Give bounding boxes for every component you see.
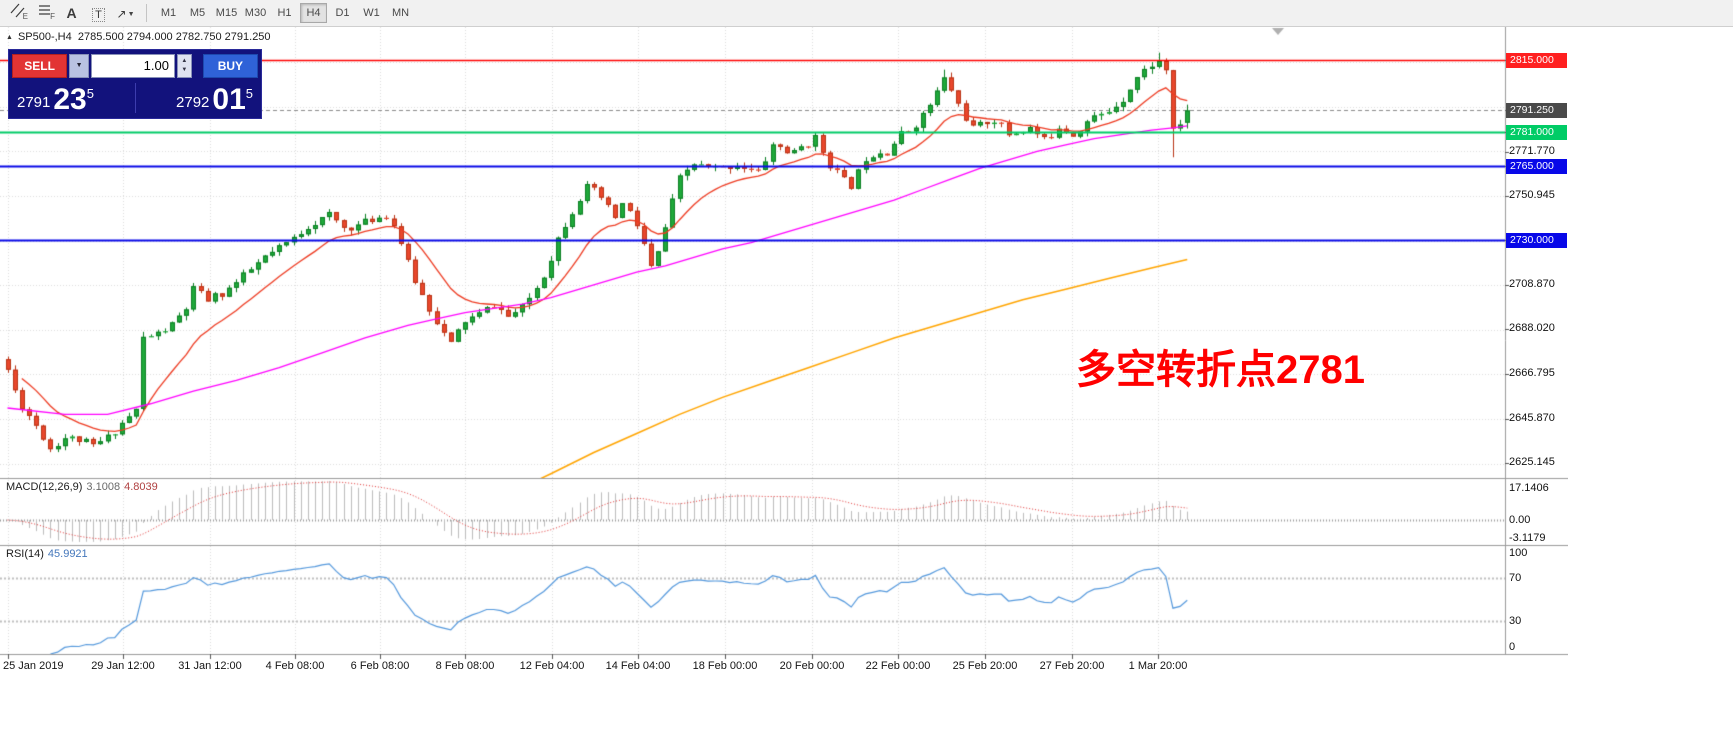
macd-name: MACD(12,26,9) xyxy=(6,481,83,493)
fibonacci-icon[interactable]: F xyxy=(31,0,58,22)
one-click-collapse-icon[interactable]: ▲ xyxy=(6,33,13,41)
toolbar: E F A T ↗ ▼ M1 M5 M15 M30 H1 H4 D1 W1 MN xyxy=(0,0,1733,27)
symbol-ohlc-text: SP500-,H4 2785.500 2794.000 2782.750 279… xyxy=(17,31,271,43)
time-axis-label: 8 Feb 08:00 xyxy=(435,660,495,672)
macd-axis-min: -3.1179 xyxy=(1509,532,1546,544)
timeframe-h4-button[interactable]: H4 xyxy=(300,3,327,23)
drawing-tools-group: E F A T ↗ ▼ xyxy=(4,0,139,26)
macd-axis-zero: 0.00 xyxy=(1509,514,1531,526)
price-axis-label-bid: 2791.250 xyxy=(1506,103,1567,118)
timeframe-m15-button[interactable]: M15 xyxy=(213,3,240,23)
price-divider xyxy=(135,83,136,113)
chart-window: ▲ SP500-,H4 2785.500 2794.000 2782.750 2… xyxy=(0,27,1733,751)
price-axis-label: 2708.870 xyxy=(1509,278,1555,290)
time-axis-label: 31 Jan 12:00 xyxy=(178,660,242,672)
price-chart-canvas[interactable] xyxy=(0,27,1568,680)
macd-main-value: 3.1008 xyxy=(86,481,121,493)
price-axis-label: 2645.870 xyxy=(1509,412,1555,424)
time-axis-label: 12 Feb 04:00 xyxy=(519,660,585,672)
trade-panel-prices: 2791 23 5 2792 01 5 xyxy=(9,78,261,118)
time-axis-label: 20 Feb 00:00 xyxy=(779,660,845,672)
timeframe-m30-button[interactable]: M30 xyxy=(242,3,269,23)
price-axis-label: 2771.770 xyxy=(1509,145,1555,157)
time-axis-label: 25 Jan 2019 xyxy=(3,660,64,672)
timeframe-d1-button[interactable]: D1 xyxy=(329,3,356,23)
timeframe-m5-button[interactable]: M5 xyxy=(184,3,211,23)
price-axis-label: 2688.020 xyxy=(1509,322,1555,334)
time-axis-label: 14 Feb 04:00 xyxy=(605,660,671,672)
time-axis-label: 25 Feb 20:00 xyxy=(952,660,1018,672)
buy-price-main: 2792 xyxy=(176,94,210,111)
toolbar-separator xyxy=(146,4,147,22)
sell-price-point: 5 xyxy=(86,85,94,101)
equidistant-channel-icon[interactable]: E xyxy=(4,0,31,22)
timeframe-buttons-group: M1 M5 M15 M30 H1 H4 D1 W1 MN xyxy=(154,3,415,23)
rsi-axis-label: 100 xyxy=(1509,547,1528,559)
spinner-up-icon: ▲ xyxy=(181,57,188,64)
sell-price[interactable]: 2791 23 5 xyxy=(17,82,94,116)
price-axis-label: 2750.945 xyxy=(1509,189,1555,201)
time-axis-label: 22 Feb 00:00 xyxy=(865,660,931,672)
timeframe-m1-button[interactable]: M1 xyxy=(155,3,182,23)
buy-price-point: 5 xyxy=(245,85,253,101)
spinner-down-icon: ▼ xyxy=(181,66,188,73)
price-axis-label: 2625.145 xyxy=(1509,456,1555,468)
buy-button[interactable]: BUY xyxy=(202,53,258,78)
timeframe-w1-button[interactable]: W1 xyxy=(358,3,385,23)
volume-stepper[interactable]: ▲ ▼ xyxy=(176,53,192,78)
buy-price[interactable]: 2792 01 5 xyxy=(176,82,253,116)
macd-label: MACD(12,26,9) 3.1008 4.8039 xyxy=(6,481,158,493)
chevron-down-icon: ▼ xyxy=(75,62,83,69)
text-icon[interactable]: A xyxy=(58,2,85,24)
rsi-value: 45.9921 xyxy=(47,548,88,560)
text-label-icon[interactable]: T xyxy=(85,4,112,26)
sell-price-main: 2791 xyxy=(17,94,51,111)
time-axis-label: 29 Jan 12:00 xyxy=(91,660,155,672)
price-axis-label: 2666.795 xyxy=(1509,367,1555,379)
rsi-axis-label: 30 xyxy=(1509,615,1522,627)
rsi-label: RSI(14) 45.9921 xyxy=(6,548,88,560)
time-axis-label: 6 Feb 08:00 xyxy=(350,660,410,672)
price-axis-label-red: 2815.000 xyxy=(1506,53,1567,68)
sell-button[interactable]: SELL xyxy=(12,53,68,78)
rsi-name: RSI(14) xyxy=(6,548,44,560)
chart-annotation: 多空转折点2781 xyxy=(1076,348,1365,392)
volume-input[interactable] xyxy=(90,53,175,78)
sell-price-pips: 23 xyxy=(53,82,87,116)
volume-dropdown-button[interactable]: ▼ xyxy=(69,53,89,78)
time-axis-label: 27 Feb 20:00 xyxy=(1039,660,1105,672)
macd-axis-max: 17.1406 xyxy=(1509,482,1549,494)
timeframe-mn-button[interactable]: MN xyxy=(387,3,414,23)
macd-signal-value: 4.8039 xyxy=(124,481,158,493)
arrows-icon[interactable]: ↗ ▼ xyxy=(112,3,139,25)
rsi-axis-label: 0 xyxy=(1509,641,1516,653)
time-axis-label: 4 Feb 08:00 xyxy=(265,660,325,672)
price-axis-label-blue: 2730.000 xyxy=(1506,233,1567,248)
price-axis-label-blue: 2765.000 xyxy=(1506,159,1567,174)
trade-panel-controls: SELL ▼ ▲▼ BUY xyxy=(9,50,261,78)
rsi-axis-label: 70 xyxy=(1509,572,1522,584)
time-axis-label: 18 Feb 00:00 xyxy=(692,660,758,672)
time-axis-label: 1 Mar 20:00 xyxy=(1128,660,1188,672)
buy-price-pips: 01 xyxy=(212,82,246,116)
chart-symbol-title: ▲ SP500-,H4 2785.500 2794.000 2782.750 2… xyxy=(6,31,271,43)
price-axis-label-green: 2781.000 xyxy=(1506,125,1567,140)
timeframe-h1-button[interactable]: H1 xyxy=(271,3,298,23)
